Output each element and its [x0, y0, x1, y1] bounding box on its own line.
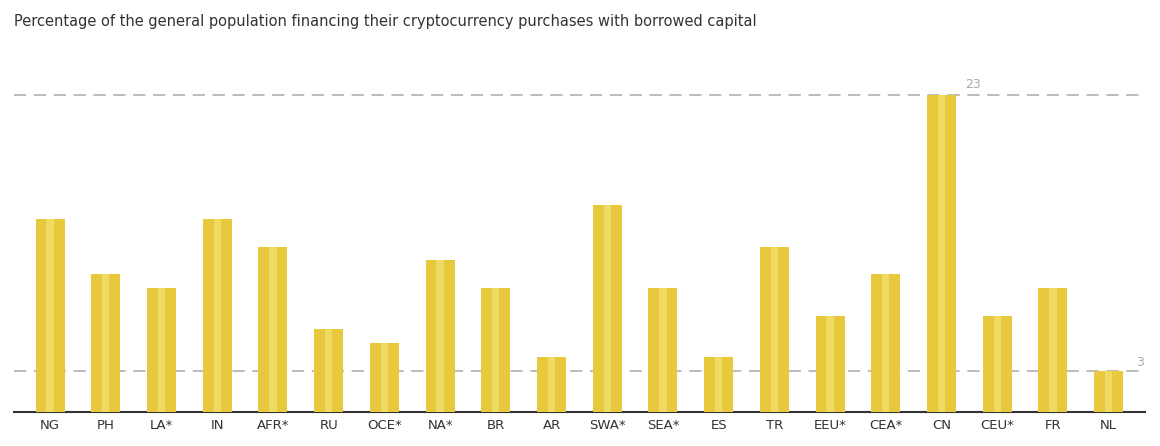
Bar — [36, 219, 65, 412]
Bar — [213, 219, 220, 412]
Bar — [92, 274, 121, 412]
Bar — [314, 330, 343, 412]
Bar — [659, 288, 667, 412]
Bar — [492, 288, 500, 412]
Bar — [548, 357, 556, 412]
Bar — [1038, 288, 1067, 412]
Bar — [593, 205, 622, 412]
Bar — [481, 288, 510, 412]
Bar — [927, 95, 956, 412]
Bar — [426, 260, 455, 412]
Bar — [938, 95, 945, 412]
Bar — [1094, 371, 1123, 412]
Bar — [815, 316, 844, 412]
Bar — [770, 247, 778, 412]
Bar — [325, 330, 332, 412]
Bar — [370, 343, 399, 412]
Bar — [883, 274, 890, 412]
Bar — [826, 316, 834, 412]
Text: 23: 23 — [965, 78, 980, 91]
Text: Percentage of the general population financing their cryptocurrency purchases wi: Percentage of the general population fin… — [14, 14, 756, 29]
Bar — [46, 219, 53, 412]
Bar — [436, 260, 444, 412]
Bar — [102, 274, 109, 412]
Bar — [380, 343, 387, 412]
Bar — [983, 316, 1012, 412]
Bar — [259, 247, 288, 412]
Bar — [147, 288, 176, 412]
Bar — [203, 219, 232, 412]
Bar — [994, 316, 1001, 412]
Bar — [603, 205, 611, 412]
Bar — [704, 357, 733, 412]
Bar — [158, 288, 165, 412]
Bar — [760, 247, 789, 412]
Bar — [715, 357, 723, 412]
Bar — [1105, 371, 1112, 412]
Bar — [537, 357, 566, 412]
Bar — [648, 288, 677, 412]
Bar — [269, 247, 276, 412]
Bar — [1050, 288, 1057, 412]
Text: 3: 3 — [1137, 356, 1145, 369]
Bar — [871, 274, 900, 412]
